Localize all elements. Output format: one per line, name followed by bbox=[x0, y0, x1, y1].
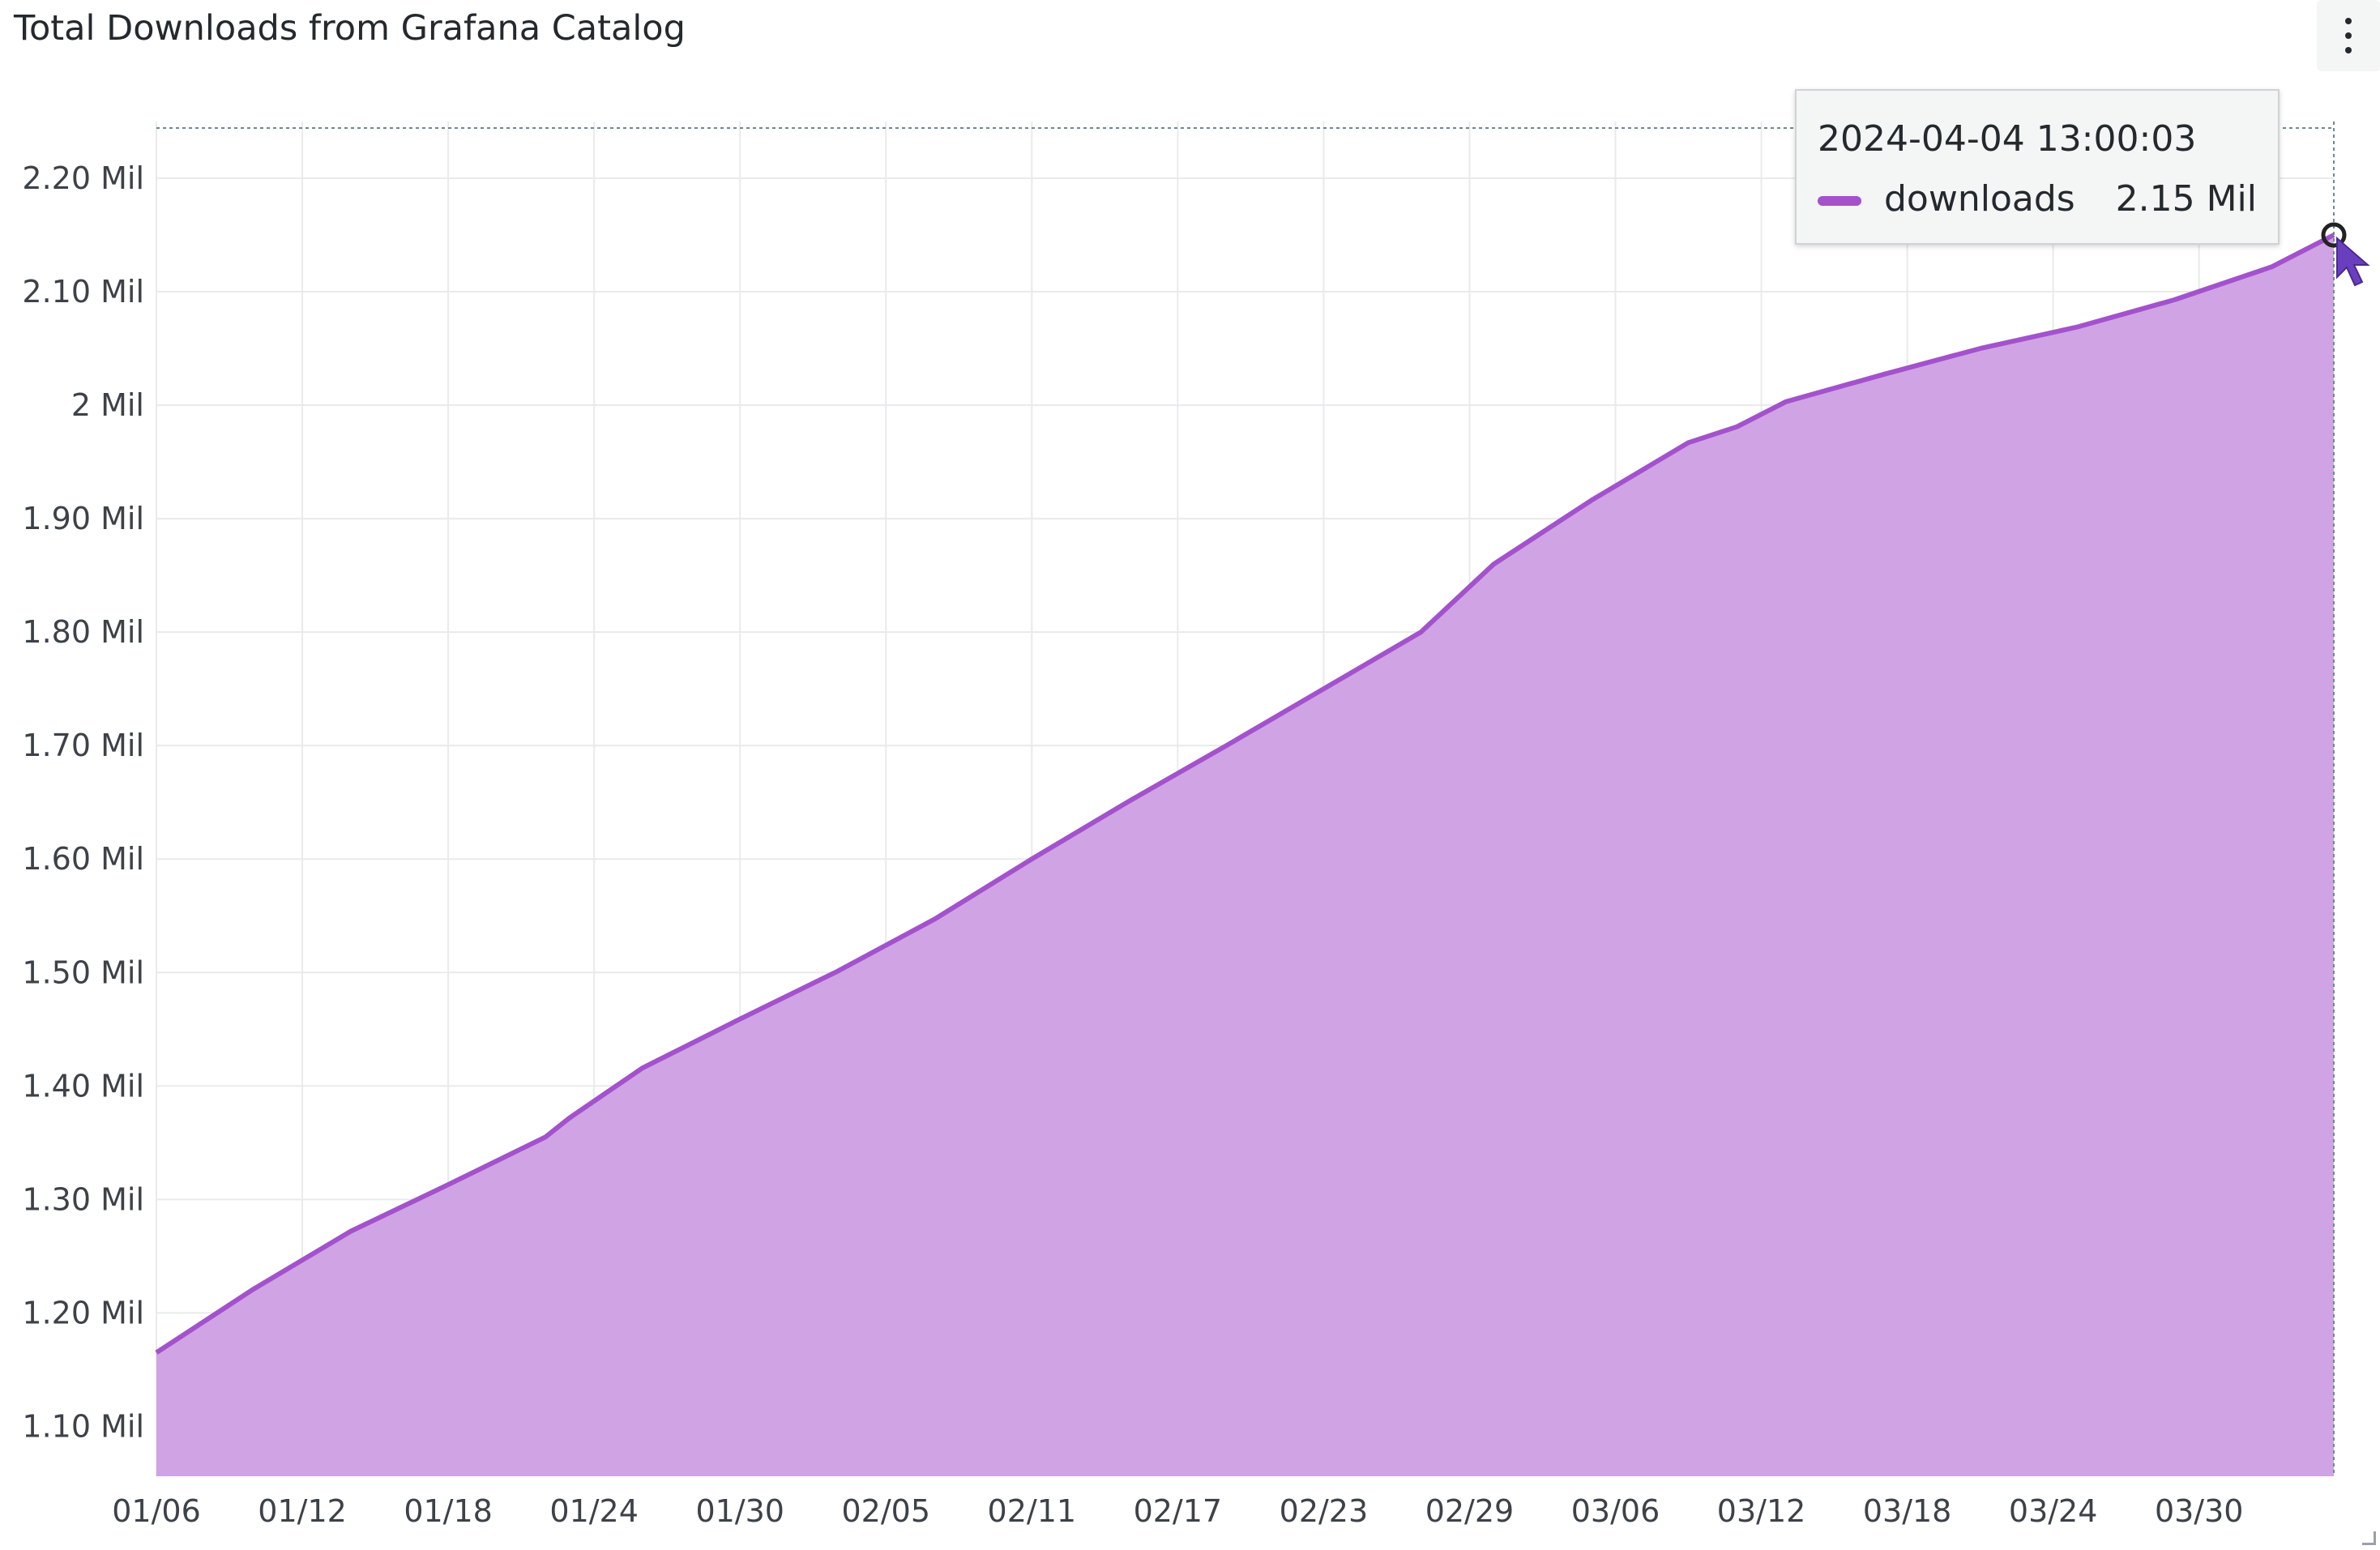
y-tick-label: 1.30 Mil bbox=[22, 1181, 144, 1217]
x-tick-label: 02/23 bbox=[1280, 1493, 1369, 1529]
series-line-downloads bbox=[155, 233, 2335, 1355]
hover-crosshair bbox=[156, 122, 2370, 1476]
y-tick-label: 1.20 Mil bbox=[22, 1295, 144, 1330]
x-tick-label: 01/18 bbox=[404, 1493, 493, 1529]
x-tick-label: 01/30 bbox=[695, 1493, 784, 1529]
y-tick-label: 1.80 Mil bbox=[22, 614, 144, 650]
x-tick-label: 03/12 bbox=[1717, 1493, 1806, 1529]
y-tick-label: 2 Mil bbox=[71, 387, 144, 423]
x-tick-label: 03/30 bbox=[2155, 1493, 2244, 1529]
x-tick-label: 03/24 bbox=[2009, 1493, 2098, 1529]
resize-handle-icon[interactable] bbox=[2362, 1531, 2376, 1545]
x-axis: 01/06 01/12 01/18 01/24 01/30 02/05 02/11 02/17… bbox=[112, 1493, 2243, 1529]
tooltip-series-name: downloads bbox=[1884, 178, 2075, 220]
x-tick-label: 03/18 bbox=[1863, 1493, 1952, 1529]
y-tick-label: 1.70 Mil bbox=[22, 728, 144, 763]
y-tick-label: 2.20 Mil bbox=[22, 160, 144, 196]
hover-point-marker bbox=[2321, 222, 2347, 248]
x-tick-label: 01/24 bbox=[549, 1493, 639, 1529]
y-axis: 1.10 Mil 1.20 Mil 1.30 Mil 1.40 Mil 1.50 Mil… bbox=[22, 160, 144, 1444]
y-tick-label: 2.10 Mil bbox=[22, 274, 144, 310]
y-tick-label: 1.10 Mil bbox=[22, 1408, 144, 1444]
series-color-swatch bbox=[1818, 196, 1861, 206]
tooltip-value: 2.15 Mil bbox=[2115, 178, 2257, 220]
panel-title: Total Downloads from Grafana Catalog bbox=[14, 8, 686, 49]
x-tick-label: 02/29 bbox=[1425, 1493, 1515, 1529]
y-tick-label: 1.50 Mil bbox=[22, 954, 144, 990]
x-tick-label: 01/06 bbox=[112, 1493, 201, 1529]
tooltip-time: 2024-04-04 13:00:03 bbox=[1818, 118, 2197, 160]
hover-tooltip: 2024-04-04 13:00:03 downloads 2.15 Mil bbox=[1795, 89, 2280, 245]
menu-dot bbox=[2345, 32, 2352, 39]
mouse-cursor-icon bbox=[2336, 236, 2370, 287]
y-tick-label: 1.40 Mil bbox=[22, 1068, 144, 1104]
series-fill-downloads bbox=[156, 235, 2334, 1476]
series-area bbox=[155, 233, 2335, 1476]
x-tick-label: 02/17 bbox=[1134, 1493, 1223, 1529]
x-tick-label: 03/06 bbox=[1571, 1493, 1660, 1529]
kebab-menu-icon[interactable] bbox=[2317, 0, 2380, 71]
menu-dot bbox=[2345, 18, 2352, 24]
x-tick-label: 02/11 bbox=[988, 1493, 1077, 1529]
x-tick-label: 01/12 bbox=[258, 1493, 347, 1529]
menu-dot bbox=[2345, 47, 2352, 53]
x-tick-label: 02/05 bbox=[841, 1493, 930, 1529]
y-tick-label: 1.90 Mil bbox=[22, 501, 144, 536]
y-tick-label: 1.60 Mil bbox=[22, 841, 144, 877]
